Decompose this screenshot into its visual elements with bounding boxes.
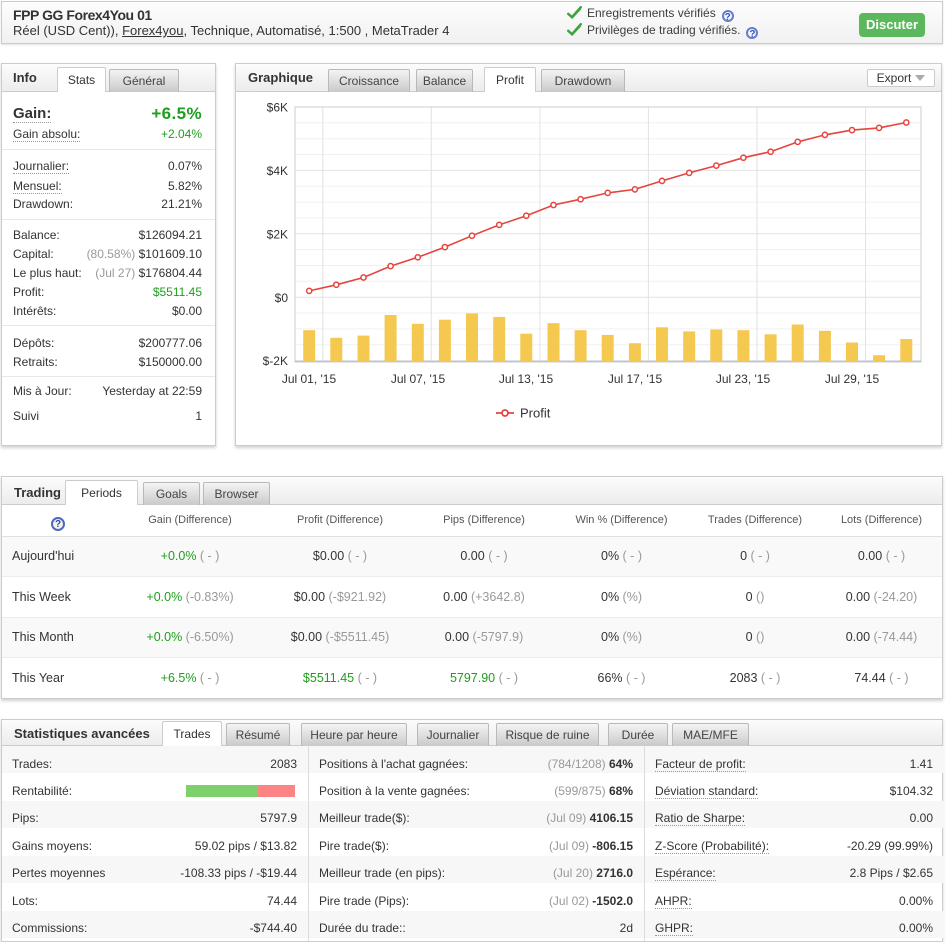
svg-text:Jul 29, '15: Jul 29, '15 <box>825 372 880 386</box>
svg-text:Jul 07, '15: Jul 07, '15 <box>391 372 446 386</box>
svg-text:$4K: $4K <box>267 164 288 178</box>
svg-text:$-2K: $-2K <box>263 354 288 368</box>
svg-text:$6K: $6K <box>267 101 288 115</box>
svg-text:$2K: $2K <box>267 228 288 242</box>
svg-text:Jul 17, '15: Jul 17, '15 <box>608 372 663 386</box>
svg-text:Profit: Profit <box>520 406 551 421</box>
svg-text:Jul 23, '15: Jul 23, '15 <box>716 372 771 386</box>
svg-text:Jul 01, '15: Jul 01, '15 <box>282 372 337 386</box>
svg-text:$0: $0 <box>275 291 289 305</box>
svg-text:Jul 13, '15: Jul 13, '15 <box>499 372 554 386</box>
